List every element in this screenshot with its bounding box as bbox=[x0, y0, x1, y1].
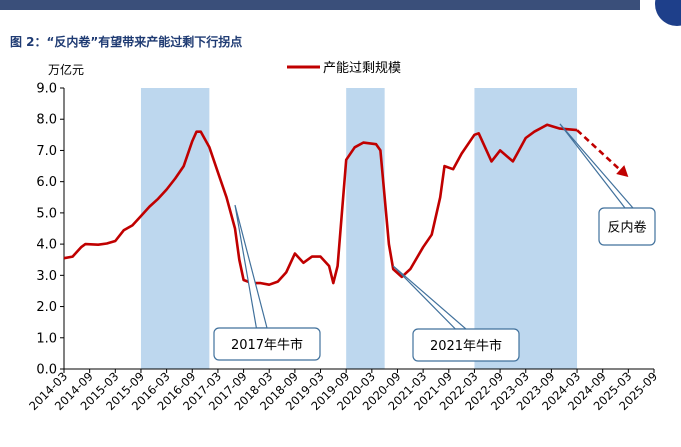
y-tick-label: 5.0 bbox=[36, 206, 57, 221]
shaded-period-2 bbox=[346, 88, 385, 369]
y-tick-label: 6.0 bbox=[36, 175, 57, 190]
callout-label: 2021年牛市 bbox=[430, 338, 502, 354]
legend-label: 产能过剩规模 bbox=[323, 61, 401, 76]
forecast-arrowhead bbox=[616, 165, 629, 177]
header-bar bbox=[0, 0, 640, 10]
y-tick-label: 7.0 bbox=[36, 144, 57, 159]
legend: 产能过剩规模 bbox=[287, 61, 401, 76]
series-lines bbox=[63, 123, 629, 286]
figure-title: 图 2：“反内卷”有望带来产能过剩下行拐点 bbox=[10, 35, 243, 49]
series-line bbox=[63, 123, 578, 286]
y-tick-label: 3.0 bbox=[36, 269, 57, 284]
y-tick-label: 8.0 bbox=[36, 113, 57, 128]
callout-label: 2017年牛市 bbox=[231, 337, 303, 353]
y-tick-label: 4.0 bbox=[36, 238, 57, 253]
callout-box bbox=[412, 328, 520, 362]
callout-pointer bbox=[392, 265, 468, 330]
forecast-line bbox=[576, 129, 624, 173]
shaded-period-3 bbox=[474, 88, 578, 369]
y-tick-label: 1.0 bbox=[36, 331, 57, 346]
callout-label: 反内卷 bbox=[607, 220, 646, 236]
axes bbox=[63, 88, 654, 370]
shaded-period-1 bbox=[140, 88, 210, 369]
y-tick-label: 9.0 bbox=[36, 82, 57, 97]
shaded-periods bbox=[140, 88, 578, 369]
y-tick-label: 0.0 bbox=[36, 363, 57, 378]
y-axis-label: 万亿元 bbox=[48, 62, 84, 77]
y-axis-ticks: 0.0 1.0 2.0 3.0 4.0 5.0 6.0 7.0 8.0 9.0 bbox=[36, 82, 64, 378]
y-tick-label: 2.0 bbox=[36, 300, 57, 315]
x-axis-ticks: 2014-032014-092015-032015-092016-032016-… bbox=[26, 369, 660, 413]
annotations: 2017年牛市 2021年牛市 反内卷 bbox=[213, 123, 656, 362]
callout-box bbox=[213, 327, 321, 361]
callout-box bbox=[598, 207, 656, 246]
